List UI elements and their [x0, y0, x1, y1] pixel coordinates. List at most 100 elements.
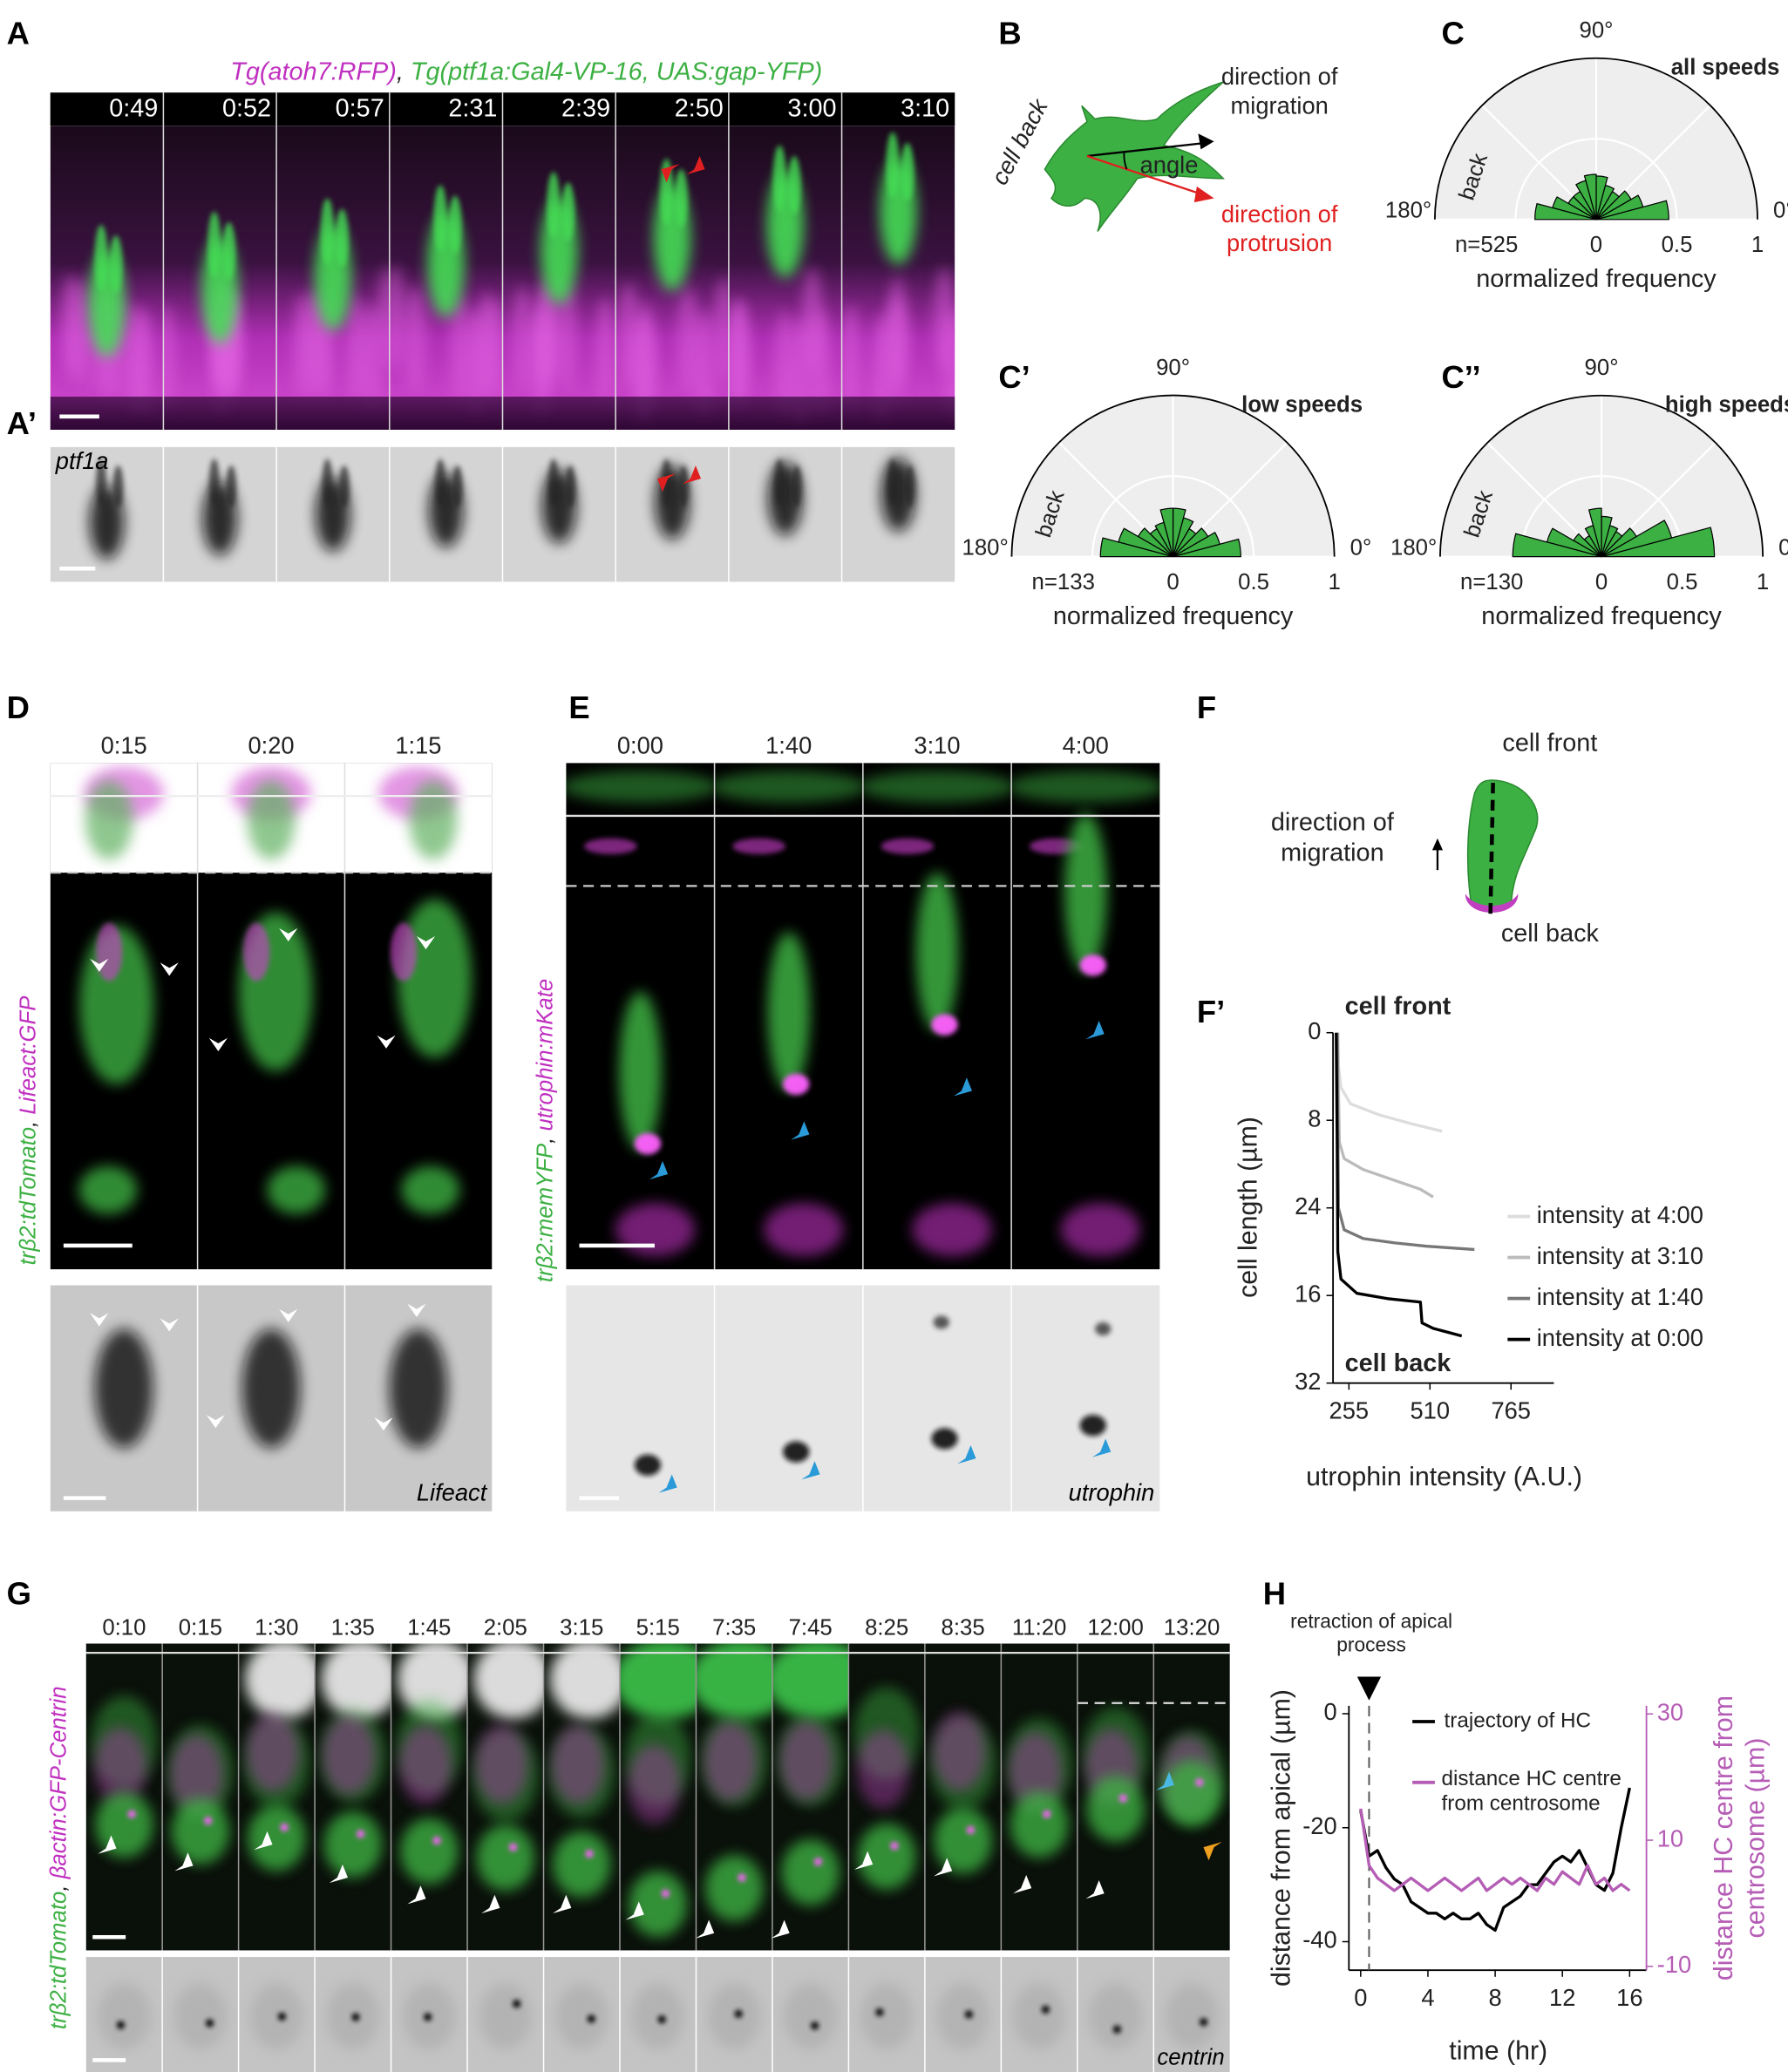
panel-label: F’	[1197, 994, 1225, 1029]
cell	[292, 292, 315, 398]
frame	[714, 763, 863, 1270]
panel-label: G	[7, 1576, 31, 1612]
line-series	[1359, 1787, 1631, 1933]
side-label-part: trβ2:tdTomato	[46, 1892, 71, 2029]
time-label: 3:10	[901, 95, 949, 123]
cell	[772, 145, 786, 212]
bar	[1595, 194, 1644, 221]
n-label: n=525	[1455, 233, 1518, 257]
arrowhead	[329, 1864, 349, 1884]
line-series	[1335, 1032, 1463, 1338]
time-label: 11:20	[1012, 1616, 1067, 1641]
x-axis-label: time (hr)	[1449, 2036, 1547, 2065]
cell	[566, 771, 715, 803]
bar	[1534, 202, 1597, 221]
cell	[904, 465, 915, 508]
frame	[50, 763, 198, 1270]
cell	[512, 285, 534, 392]
panel-label: A’	[7, 405, 37, 441]
cell	[173, 1983, 228, 2050]
y-tick-label: 16	[1295, 1280, 1321, 1307]
cell	[901, 142, 914, 201]
time-label: 2:31	[448, 95, 497, 123]
arrowhead	[1085, 1880, 1105, 1899]
bar	[1512, 533, 1602, 558]
frame	[1153, 1957, 1230, 2072]
cell	[127, 1810, 136, 1818]
arrowhead	[656, 473, 676, 493]
diagram-label: direction of migration	[1270, 809, 1394, 867]
cell	[424, 2013, 432, 2021]
frame	[162, 1957, 239, 2072]
frame	[163, 126, 277, 430]
cell	[377, 265, 390, 371]
cell	[732, 838, 785, 854]
r-tick-label: 0	[1590, 233, 1602, 257]
frame	[848, 1957, 925, 2072]
cell-shape	[1466, 779, 1539, 911]
cell	[390, 922, 418, 982]
theta-tick-label: 0°	[1350, 535, 1372, 560]
cell	[1009, 1731, 1063, 1811]
arrowhead	[1198, 133, 1214, 150]
theta-tick-label: 180°	[962, 535, 1009, 560]
frame	[344, 763, 493, 1270]
legend-label: intensity at 1:40	[1537, 1283, 1703, 1310]
frame	[1077, 1643, 1154, 1951]
cell	[1079, 954, 1106, 976]
cell	[628, 1744, 681, 1824]
time-label: 5:15	[636, 1616, 680, 1641]
frame	[50, 126, 164, 430]
arrowhead	[374, 1417, 393, 1431]
frame	[728, 446, 842, 582]
cell	[801, 267, 823, 373]
cell	[677, 287, 699, 393]
cell	[267, 1165, 326, 1214]
cell	[208, 459, 220, 506]
bar	[1099, 537, 1173, 558]
cell	[713, 276, 729, 384]
x-axis-label: normalized frequency	[1476, 265, 1717, 293]
diagram-label: cell back	[985, 93, 1053, 189]
arrowhead	[553, 1894, 572, 1913]
cell	[584, 838, 637, 854]
frame	[1077, 1957, 1154, 2072]
image-label: Lifeact	[417, 1478, 488, 1505]
cell	[207, 211, 221, 278]
cell	[1089, 1983, 1142, 2050]
cell	[635, 302, 656, 408]
x-tick-label: 765	[1491, 1396, 1531, 1423]
chart-title: low speeds	[1241, 393, 1363, 418]
title-part: Tg(ptf1a:Gal4-VP-16, UAS:gap-YFP)	[411, 58, 822, 85]
y-axis-label: distance from apical (µm)	[1267, 1689, 1295, 1987]
y-tick-label: 0	[1323, 1698, 1336, 1725]
frame	[85, 1643, 163, 1951]
image-label: ptf1a	[55, 447, 109, 474]
y2-tick-label: 10	[1657, 1824, 1683, 1851]
frame-bg	[1011, 1285, 1160, 1512]
cell	[634, 1454, 662, 1476]
frame	[619, 1643, 697, 1951]
theta-tick-label: 90°	[1579, 18, 1613, 43]
frame	[924, 1957, 1002, 2072]
cell	[1041, 2005, 1050, 2014]
frame	[50, 446, 164, 582]
time-label: 0:15	[179, 1616, 222, 1641]
r-tick-label: 1	[1757, 570, 1769, 594]
basal-band	[163, 397, 277, 430]
arrowhead	[686, 155, 705, 175]
cell	[1112, 2025, 1121, 2034]
cell	[1118, 1794, 1127, 1803]
legend-label: distance HC centre from centrosome	[1441, 1768, 1621, 1817]
cell	[860, 1983, 914, 2050]
frame	[615, 126, 729, 430]
frame	[276, 126, 390, 430]
cell	[693, 309, 715, 417]
diagram-label: cell front	[1502, 730, 1597, 757]
basal-band	[50, 397, 164, 430]
cell	[561, 182, 575, 241]
cell	[547, 459, 559, 506]
frame	[1001, 1957, 1078, 2072]
arrowhead	[377, 1035, 396, 1049]
